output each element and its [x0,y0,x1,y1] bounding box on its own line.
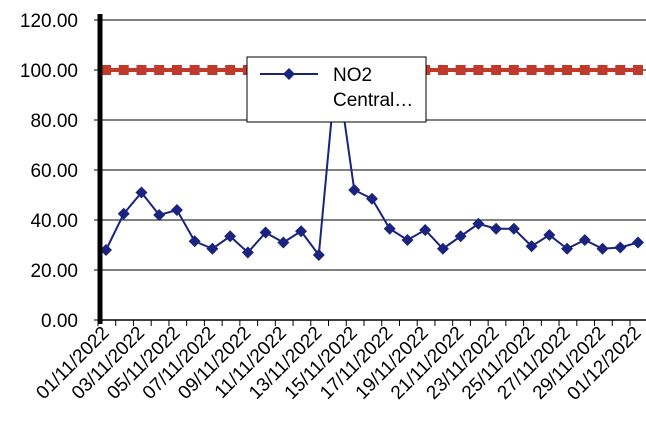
limit-point [154,65,165,75]
y-tick-label: 60.00 [30,161,78,182]
no2-point [507,222,520,235]
no2-point [241,246,254,259]
no2-point [632,236,644,249]
no2-point [206,242,219,255]
no2-point [117,207,130,220]
limit-point [101,65,111,75]
limit-point [508,65,519,75]
y-tick-label: 0.00 [41,311,78,332]
limit-point [455,65,466,75]
no2-point [170,204,183,216]
x-axis-ticks: 01/11/202203/11/202205/11/202207/11/2022… [32,320,646,405]
limit-point [136,65,147,75]
limit-point [579,65,590,75]
limit-point [615,65,626,75]
no2-point [454,230,467,243]
limit-point [225,65,236,75]
no2-point [100,244,112,256]
legend-label-line1: NO2 [333,65,372,86]
no2-point [543,229,556,241]
limit-point [207,65,218,75]
no2-point [596,242,609,255]
no2-point [312,249,325,261]
y-tick-label: 20.00 [30,261,78,282]
no2-point [366,192,378,205]
legend-diamond-icon [283,68,295,80]
limit-point [437,65,448,75]
no2-point [561,242,574,255]
y-axis-ticks: 0.00 20.00 40.00 60.00 80.00 100.00 120.00 [20,11,100,332]
no2-point [525,240,538,253]
no2-point [277,236,290,249]
no2-point [436,242,449,255]
legend-label-line2: Central… [333,90,413,111]
limit-point [544,65,555,75]
y-tick-label: 100.00 [20,61,78,82]
limit-point [562,65,573,75]
no2-point [490,222,503,235]
limit-point [597,65,608,75]
no2-point [578,234,591,246]
no2-point [383,222,396,235]
no2-point [614,241,627,254]
no2-point [401,234,414,246]
y-tick-label: 80.00 [30,111,78,132]
limit-point [491,65,502,75]
limit-point [171,65,182,75]
legend: NO2 Central… [246,56,427,123]
axes [97,14,646,324]
no2-point [188,235,201,248]
limit-point [189,65,200,75]
no2-point [259,226,272,239]
no2-point [224,230,237,243]
limit-point [473,65,484,75]
y-tick-label: 120.00 [20,11,78,32]
limit-point [633,65,643,75]
no2-point [348,184,361,196]
no2-point [295,225,308,238]
limit-point [526,65,537,75]
no2-point [419,224,432,236]
limit-point [118,65,129,75]
legend-box [246,56,427,123]
y-tick-label: 40.00 [30,211,78,232]
no2-point [135,186,148,199]
no2-point [153,209,166,221]
no2-point [472,217,485,230]
